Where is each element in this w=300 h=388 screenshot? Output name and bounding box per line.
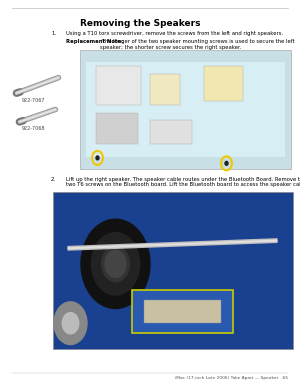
Circle shape [81,219,150,308]
Circle shape [91,232,140,295]
Bar [96,113,138,144]
Circle shape [102,246,129,282]
Bar [85,62,285,157]
Bar [150,120,192,144]
Circle shape [54,302,87,345]
Bar [144,300,220,323]
Text: iMac (17-inch Late 2006) Take Apart — Speaker   65: iMac (17-inch Late 2006) Take Apart — Sp… [175,376,288,380]
Text: Lift up the right speaker. The speaker cable routes under the Bluetooth Board. R: Lift up the right speaker. The speaker c… [66,177,300,187]
Text: Replacement Note:: Replacement Note: [66,39,123,44]
Text: 1.: 1. [51,31,56,36]
Bar [96,66,141,105]
Bar [52,192,292,349]
Bar [80,50,291,169]
Bar [132,290,232,333]
Text: 2.: 2. [51,177,56,182]
Circle shape [105,250,126,277]
Text: The longer of the two speaker mounting screws is used to secure the left speaker: The longer of the two speaker mounting s… [100,39,295,50]
Text: Using a T10 torx screwdriver, remove the screws from the left and right speakers: Using a T10 torx screwdriver, remove the… [66,31,283,36]
Circle shape [225,161,228,165]
Text: 922-7067: 922-7067 [22,98,45,103]
Text: Removing the Speakers: Removing the Speakers [80,19,200,28]
Circle shape [62,313,79,334]
Bar [150,74,180,105]
Circle shape [96,156,99,160]
Bar [204,66,243,101]
Text: 922-7068: 922-7068 [22,126,45,132]
